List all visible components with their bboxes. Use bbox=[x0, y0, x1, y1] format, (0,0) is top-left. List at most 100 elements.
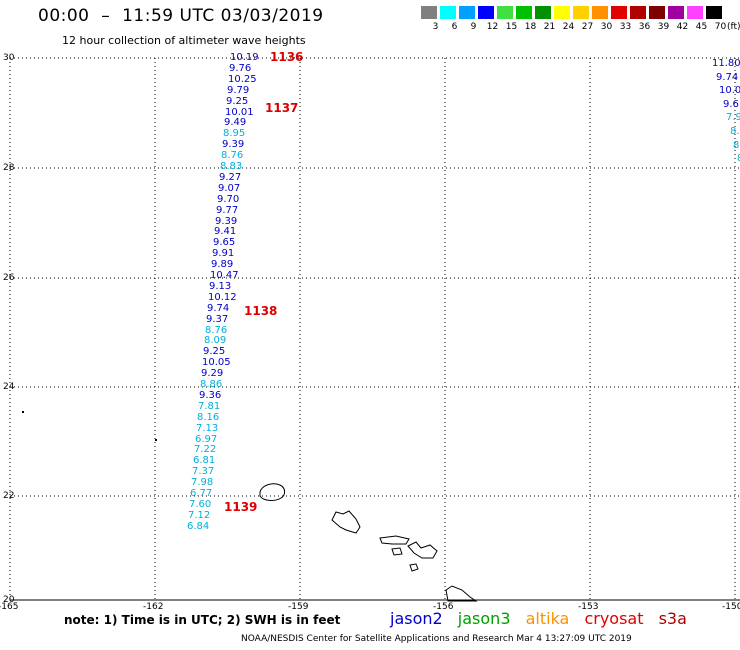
scale-label: 21 bbox=[543, 22, 556, 32]
pass-label-1136: 1136 bbox=[270, 50, 304, 64]
scale-label: 15 bbox=[505, 22, 518, 32]
swh-value: 9.6 bbox=[723, 99, 739, 110]
swh-value: 11.80 bbox=[712, 58, 740, 69]
scale-swatch bbox=[421, 6, 438, 19]
swh-value: 10.47 bbox=[210, 270, 239, 281]
swh-value: 10.05 bbox=[202, 357, 231, 368]
pass-label-1138: 1138 bbox=[244, 304, 278, 318]
scale-swatch bbox=[440, 6, 457, 19]
island-lanai bbox=[391, 547, 403, 556]
swh-value: 9.25 bbox=[203, 346, 226, 357]
swh-value: 10.0 bbox=[719, 85, 740, 96]
swh-value: 9.91 bbox=[212, 248, 235, 259]
scale-unit: (ft) bbox=[727, 22, 740, 32]
scale-swatch bbox=[687, 6, 704, 19]
scale-swatch bbox=[497, 6, 514, 19]
lat-label: 30 bbox=[3, 53, 15, 63]
swh-value: 9.77 bbox=[216, 205, 239, 216]
islands bbox=[259, 483, 478, 602]
scale-swatch bbox=[573, 6, 590, 19]
footer-credit: NOAA/NESDIS Center for Satellite Applica… bbox=[241, 634, 632, 644]
legend-s3a: s3a bbox=[658, 609, 687, 628]
lon-label: -162 bbox=[143, 602, 164, 612]
swh-value: 8.16 bbox=[197, 412, 220, 423]
lon-label: -150 bbox=[722, 602, 740, 612]
scale-label: 70 bbox=[714, 22, 727, 32]
lon-label: -156 bbox=[433, 602, 454, 612]
swh-value: 9.70 bbox=[217, 194, 240, 205]
swh-value: 7.22 bbox=[194, 444, 217, 455]
swh-value: 9.76 bbox=[229, 63, 252, 74]
legend-altika: altika bbox=[525, 609, 570, 628]
island-kauai bbox=[259, 483, 286, 501]
scale-swatch bbox=[630, 6, 647, 19]
satellite-legend: jason2 jason3 altika cryosat s3a bbox=[390, 609, 697, 628]
swh-value: 10.19 bbox=[230, 52, 259, 63]
scale-swatch bbox=[478, 6, 495, 19]
map-grid bbox=[9, 57, 740, 601]
legend-cryosat: cryosat bbox=[584, 609, 644, 628]
scale-label: 9 bbox=[470, 22, 477, 32]
scale-swatch bbox=[516, 6, 533, 19]
swh-value: 8. bbox=[730, 126, 740, 137]
swh-value: 9.39 bbox=[222, 139, 245, 150]
swh-value: 9.13 bbox=[209, 281, 232, 292]
swh-value: 8 bbox=[737, 153, 740, 164]
scale-swatch bbox=[592, 6, 609, 19]
island-kahoolawe bbox=[409, 563, 419, 572]
swh-value: 9.29 bbox=[201, 368, 224, 379]
scale-label: 33 bbox=[619, 22, 632, 32]
scale-label: 24 bbox=[562, 22, 575, 32]
islet-dot bbox=[155, 439, 157, 441]
swh-value: 9.49 bbox=[224, 117, 247, 128]
swh-value: 9.74 bbox=[716, 72, 739, 83]
swh-value: 9.41 bbox=[214, 226, 237, 237]
swh-value: 8.76 bbox=[221, 150, 244, 161]
lat-label: 22 bbox=[3, 491, 15, 501]
scale-label: 36 bbox=[638, 22, 651, 32]
swh-value: 9.89 bbox=[211, 259, 234, 270]
scale-swatch bbox=[668, 6, 685, 19]
scale-label: 45 bbox=[695, 22, 708, 32]
swh-value: 8.76 bbox=[205, 325, 228, 336]
swh-value: 7.9 bbox=[726, 112, 740, 123]
swh-value: 9.25 bbox=[226, 96, 249, 107]
small-islets bbox=[22, 411, 238, 508]
pass-label-1139: 1139 bbox=[224, 500, 258, 514]
swh-value: 8.86 bbox=[200, 379, 223, 390]
swh-value: 7.98 bbox=[191, 477, 214, 488]
swh-value: 7.81 bbox=[198, 401, 221, 412]
scale-label: 27 bbox=[581, 22, 594, 32]
scale-swatch bbox=[611, 6, 628, 19]
scale-label: 12 bbox=[486, 22, 499, 32]
page-title: 00:00 – 11:59 UTC 03/03/2019 bbox=[38, 6, 324, 26]
swh-value: 9.07 bbox=[218, 183, 241, 194]
lat-label: 28 bbox=[3, 163, 15, 173]
legend-jason2: jason2 bbox=[390, 609, 443, 628]
swh-value: 6.84 bbox=[187, 521, 210, 532]
island-molokai bbox=[379, 535, 410, 545]
lon-label: -165 bbox=[0, 602, 19, 612]
pass-label-1137: 1137 bbox=[265, 101, 299, 115]
note-text: note: 1) Time is in UTC; 2) SWH is in fe… bbox=[64, 613, 341, 627]
scale-label: 6 bbox=[451, 22, 458, 32]
swh-value: 9.65 bbox=[213, 237, 236, 248]
scale-label: 30 bbox=[600, 22, 613, 32]
swh-value: 7.37 bbox=[192, 466, 215, 477]
swh-value: 7.12 bbox=[188, 510, 211, 521]
scale-label: 18 bbox=[524, 22, 537, 32]
swh-value: 7.13 bbox=[196, 423, 219, 434]
scale-swatch bbox=[554, 6, 571, 19]
lat-label: 24 bbox=[3, 382, 15, 392]
swh-value: 8.09 bbox=[204, 335, 227, 346]
swh-value: 9.36 bbox=[199, 390, 222, 401]
lon-label: -153 bbox=[578, 602, 599, 612]
swh-value: 10.25 bbox=[228, 74, 257, 85]
lat-label: 26 bbox=[3, 273, 15, 283]
swh-value: 9.39 bbox=[215, 216, 238, 227]
swh-value: 6.97 bbox=[195, 434, 218, 445]
lon-label: -159 bbox=[288, 602, 309, 612]
swh-value: 10.01 bbox=[225, 107, 254, 118]
lat-label: 20 bbox=[3, 595, 15, 605]
swh-value: 9.27 bbox=[219, 172, 242, 183]
